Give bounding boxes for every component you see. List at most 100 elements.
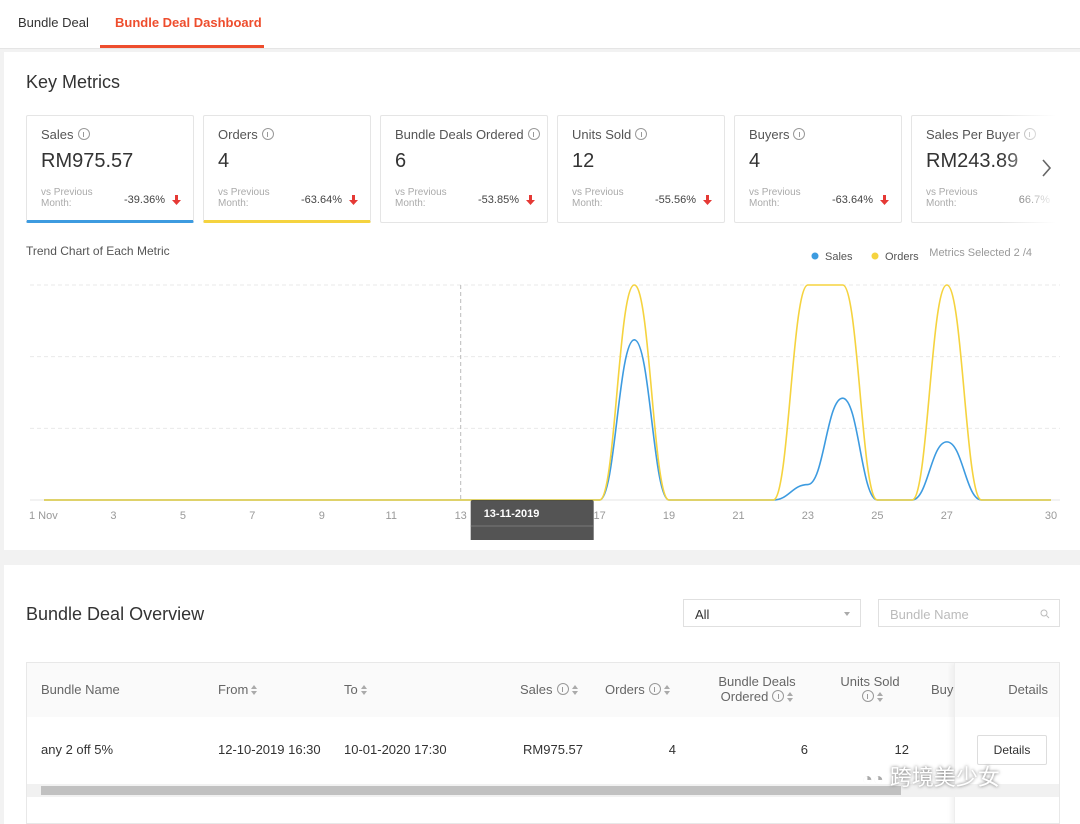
column-header-text: Sales: [520, 682, 553, 697]
x-tick-label: 11: [386, 510, 397, 522]
legend-marker: [811, 252, 819, 260]
metric-label-text: Sales: [41, 127, 74, 142]
section-title: Key Metrics: [26, 72, 121, 92]
tab[interactable]: Bundle Deal: [18, 15, 89, 30]
metric-value: 4: [218, 150, 230, 172]
metric-value: 4: [749, 150, 761, 172]
info-icon: [261, 128, 274, 140]
column-header-text: Units Sold: [840, 674, 900, 689]
tooltip-label: Sales:: [492, 539, 523, 540]
column-header-text: Orders: [605, 682, 645, 697]
cell: 10-01-2020 17:30: [344, 742, 447, 757]
scrollbar[interactable]: [27, 784, 1059, 797]
table-header: [27, 663, 1059, 717]
sticky-column: Details Details: [954, 663, 1059, 823]
column-header[interactable]: Sales: [520, 682, 578, 697]
metric-label: Bundle Deals Ordered: [395, 127, 540, 142]
metric-card[interactable]: Sales RM975.57 vs Previous Month: -39.36%: [26, 115, 194, 223]
metric-card: Bundle Deals Ordered 6 vs Previous Month: -…: [380, 115, 548, 223]
arrow-shape: [526, 195, 535, 205]
arrow-shape: [880, 195, 889, 205]
legend-label: Orders: [885, 251, 919, 263]
column-header[interactable]: From: [218, 682, 258, 697]
x-tick-label: 5: [180, 510, 186, 522]
down-arrow: [526, 195, 535, 205]
down-arrow: [172, 195, 181, 205]
legend-label: Sales: [825, 251, 853, 263]
metric-label: Orders: [218, 127, 274, 142]
arrow-shape: [172, 195, 181, 205]
cell: 12-10-2019 16:30: [218, 742, 321, 757]
cell: 12: [894, 742, 909, 757]
comparison-label: vs Previous Month:: [749, 187, 801, 209]
metric-label-text: Units Sold: [572, 127, 632, 142]
info-icon: [527, 128, 540, 140]
comparison-label: vs Previous Month:: [926, 187, 978, 209]
trend-chart: Trend Chart of Each Metric Metrics Selec…: [26, 244, 1060, 540]
column-header: Bundle Name: [41, 682, 120, 697]
metric-label-text: Sales Per Buyer: [926, 127, 1020, 142]
metric-label: Sales: [41, 127, 90, 142]
metric-change: -53.85%: [478, 194, 519, 206]
search-placeholder: Bundle Name: [890, 607, 969, 622]
arrow-shape: [703, 195, 712, 205]
sticky-header: [955, 663, 1059, 717]
metric-card: Units Sold 12 vs Previous Month: -55.56%: [557, 115, 725, 223]
metric-card: Orders 4 vs Previous Month: -63.64%: [203, 115, 371, 223]
column-header[interactable]: Orders: [605, 682, 670, 697]
x-tick-label: 19: [663, 510, 675, 522]
column-header[interactable]: To: [344, 682, 367, 697]
x-tick-label: 9: [319, 510, 325, 522]
arrow-shape: [349, 195, 358, 205]
cell: RM975.57: [523, 742, 583, 757]
chart-title: Trend Chart of Each Metric: [26, 244, 170, 258]
down-arrow: [349, 195, 358, 205]
series-line: [44, 339, 1051, 501]
tooltip-date: 13-11-2019: [484, 508, 540, 520]
metric-label-text: Bundle Deals Ordered: [395, 127, 524, 142]
x-tick-label: 23: [802, 510, 814, 522]
search-input[interactable]: Bundle Name: [878, 599, 1060, 627]
column-header-text: From: [218, 682, 249, 697]
table: Bundle Name From To Sales Orders Bundle …: [26, 662, 1060, 824]
down-arrow: [703, 195, 712, 205]
metric-label: Buyers: [749, 127, 806, 142]
column-header-text: Bundle Deals Ordered: [718, 674, 796, 704]
comparison-label: vs Previous Month:: [395, 187, 447, 209]
x-tick-label: 13: [455, 510, 467, 522]
filter-select[interactable]: All: [683, 599, 861, 627]
column-header-text: To: [344, 682, 358, 697]
tooltip: [470, 500, 594, 540]
x-tick-label: 1 Nov: [29, 510, 58, 522]
cell: any 2 off 5%: [41, 742, 114, 757]
filter-value: All: [695, 607, 710, 622]
dropdown-caret: [844, 612, 850, 619]
comparison-label: vs Previous Month:: [218, 187, 270, 209]
next-arrow[interactable]: [1040, 158, 1054, 178]
metric-change: -55.56%: [655, 194, 696, 206]
cell: 6: [800, 742, 808, 757]
x-tick-label: 21: [732, 510, 744, 522]
x-tick-label: 7: [249, 510, 255, 522]
tab-underline: [100, 45, 264, 48]
tab-active[interactable]: Bundle Deal Dashboard: [115, 15, 262, 30]
cell: 4: [668, 742, 676, 757]
watermark: ◔◔ 跨境美少女: [862, 765, 1000, 790]
section-title: Bundle Deal Overview: [26, 604, 205, 624]
column-header: Details: [1008, 682, 1048, 697]
x-tick-label: 30: [1045, 510, 1057, 522]
column-header[interactable]: Bundle Deals Ordered: [717, 674, 797, 704]
info-icon: [793, 128, 806, 140]
metric-value: RM975.57: [41, 150, 134, 172]
metric-label-text: Buyers: [749, 127, 790, 142]
details-button[interactable]: Details: [977, 735, 1047, 765]
x-tick-label: 27: [941, 510, 953, 522]
metric-value: 6: [395, 150, 407, 172]
x-tick-label: 25: [871, 510, 883, 522]
search-icon: [1040, 609, 1050, 619]
metric-change: -63.64%: [832, 194, 873, 206]
scrollbar-thumb[interactable]: [41, 786, 901, 795]
column-header[interactable]: Units Sold: [835, 674, 905, 704]
down-arrow: [880, 195, 889, 205]
